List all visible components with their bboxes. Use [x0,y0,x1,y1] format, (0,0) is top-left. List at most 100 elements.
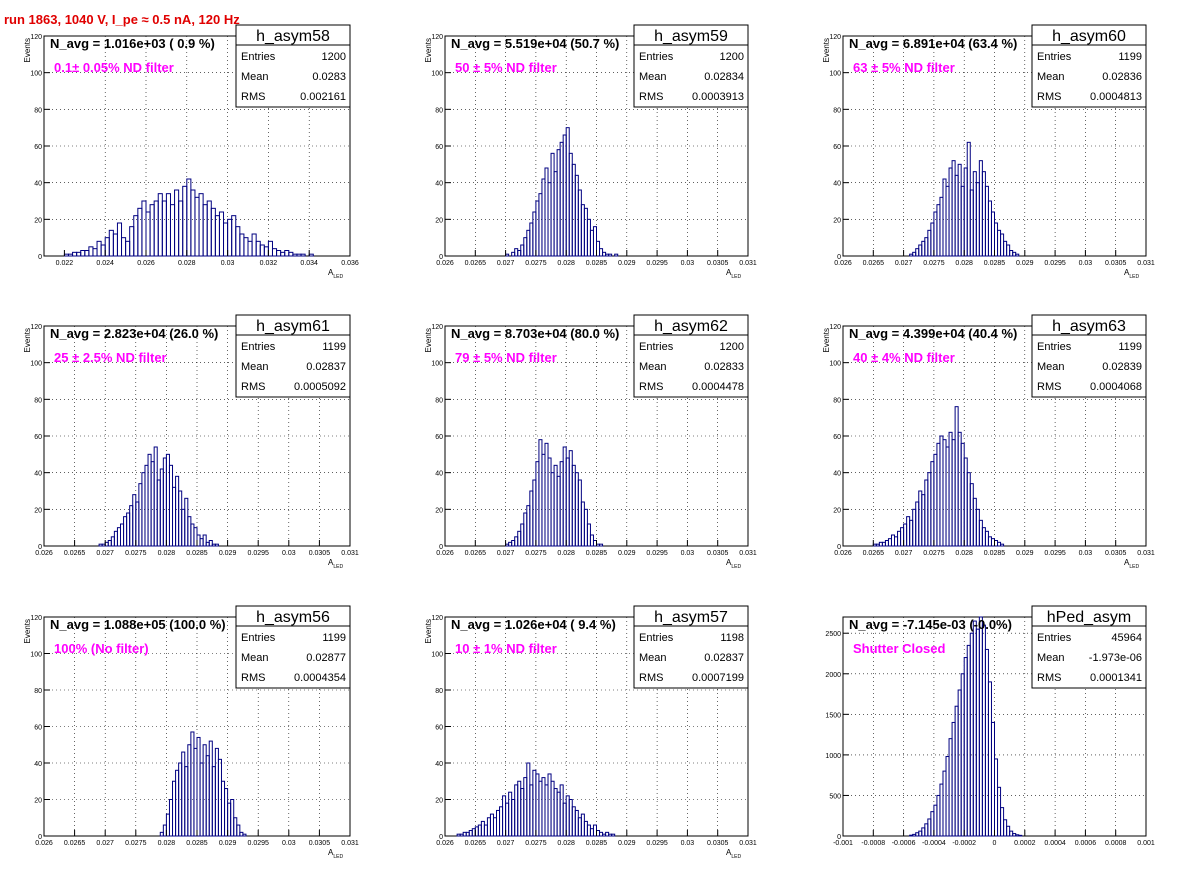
y-tick-label: 0 [38,834,42,841]
stats-value: 0.02839 [1102,361,1142,373]
y-tick-label: 100 [431,652,443,659]
histogram-bin [67,253,74,257]
y-tick-label: 1500 [825,712,841,719]
histogram-bin [235,226,241,257]
x-tick-label: 0.031 [739,550,757,557]
x-tick-label: 0.031 [341,550,359,557]
x-tick-label: 0.0295 [1044,260,1066,267]
x-tick-label: 0.027 [497,840,515,847]
y-tick-label: 20 [34,217,42,224]
x-tick-label: 0.0285 [186,550,208,557]
x-tick-label: 0.022 [56,260,74,267]
navg-label: N_avg = 6.891e+04 (63.4 %) [849,36,1017,51]
stats-value: 1200 [720,341,744,353]
histogram-bin [247,240,253,257]
x-tick-label: 0.029 [219,550,237,557]
y-axis-title: Events [424,328,433,352]
x-axis-title-sub: LED [333,274,343,280]
y-axis-title: Events [23,328,32,352]
x-tick-label: 0.024 [96,260,114,267]
histogram-bin [198,193,204,257]
y-tick-label: 40 [34,761,42,768]
x-tick-label: 0.0275 [525,550,547,557]
y-tick-label: 60 [34,434,42,441]
histogram-panel-h_asym57: 0.026 0.0265 0.027 0.0275 0.028 0.0285 0.029 0.… [424,605,757,860]
stats-value: 0.0001341 [1090,672,1142,684]
y-axis-title: Events [23,619,32,643]
stats-label: Mean [241,652,269,664]
histogram-bin [116,222,123,257]
x-tick-label: -0.001 [833,840,853,847]
x-tick-label: 0.029 [1016,550,1034,557]
histogram-bin [165,193,171,257]
stats-value: 0.0004478 [692,381,744,393]
y-tick-label: 120 [431,615,443,622]
x-axis-title-main: A [1124,558,1130,567]
y-tick-label: 500 [829,793,841,800]
x-tick-label: 0.03 [681,260,695,267]
stats-label: Entries [1037,632,1072,644]
y-tick-label: 40 [34,181,42,188]
histogram-bin [129,226,135,257]
histogram-bin [214,543,219,547]
histogram-name: hPed_asym [1047,609,1132,626]
histogram-bin [1018,834,1023,837]
y-axis-title: Events [822,38,831,62]
y-tick-label: 60 [435,725,443,732]
y-tick-label: 80 [435,688,443,695]
x-axis-title: ALED [328,558,343,570]
y-tick-label: 20 [435,507,443,514]
stats-value: 0.02837 [704,652,744,664]
x-tick-label: -0.0002 [952,840,976,847]
stats-value: 1198 [720,632,744,644]
filter-label: Shutter Closed [853,641,946,656]
stats-label: Entries [639,51,674,63]
navg-label: N_avg = 4.399e+04 (40.4 %) [849,326,1017,341]
stats-value: 0.0005092 [294,381,346,393]
x-tick-label: 0.0295 [646,550,668,557]
x-tick-label: 0.027 [895,260,913,267]
x-tick-label: 0.029 [219,840,237,847]
histogram-bin [611,833,616,837]
y-tick-label: 100 [829,361,841,368]
stats-label: Mean [639,652,667,664]
x-axis-title: ALED [726,848,741,860]
histogram-bin [231,215,237,257]
histogram-panel-h_asym58: 0.022 0.024 0.026 0.028 0.03 0.032 0.034 0.036 0… [23,24,359,280]
filter-label: 79 ± 5% ND filter [455,350,557,365]
histogram-bin [145,211,151,257]
y-tick-label: 120 [431,324,443,331]
x-tick-label: 0.0265 [465,260,487,267]
y-tick-label: 60 [833,144,841,151]
histogram-panel-h_asym61: 0.026 0.0265 0.027 0.0275 0.028 0.0285 0.029 0.… [23,314,359,570]
x-tick-label: 0.03 [681,840,695,847]
x-axis-title-main: A [328,558,334,567]
y-axis-title: Events [424,619,433,643]
histogram-bin [63,253,69,257]
y-tick-label: 60 [435,144,443,151]
x-tick-label: 0.0295 [646,840,668,847]
x-tick-label: 0.0002 [1014,840,1036,847]
navg-label: N_avg = 8.703e+04 (80.0 %) [451,326,619,341]
histogram-bin [137,207,143,257]
x-tick-label: 0.0265 [64,840,86,847]
y-tick-label: 0 [38,544,42,551]
histogram-panel-h_asym60: 0.026 0.0265 0.027 0.0275 0.028 0.0285 0.029 0.… [822,24,1155,280]
x-tick-label: 0.027 [96,550,114,557]
stats-label: RMS [639,672,663,684]
x-tick-label: 0.0265 [64,550,86,557]
histogram-bin [259,244,265,257]
x-tick-label: 0 [993,840,997,847]
histogram-bin [218,211,225,257]
histogram-bin [174,189,180,257]
x-axis-title-main: A [726,558,732,567]
y-tick-label: 20 [435,798,443,805]
histogram-bin [271,248,278,257]
stats-value: 1199 [322,632,346,644]
navg-label: N_avg = -7.145e-03 (-0.0%) [849,617,1012,632]
x-tick-label: 0.031 [739,840,757,847]
x-tick-label: 0.028 [955,260,973,267]
histogram-name: h_asym63 [1052,318,1126,335]
y-axis-title: Events [23,38,32,62]
